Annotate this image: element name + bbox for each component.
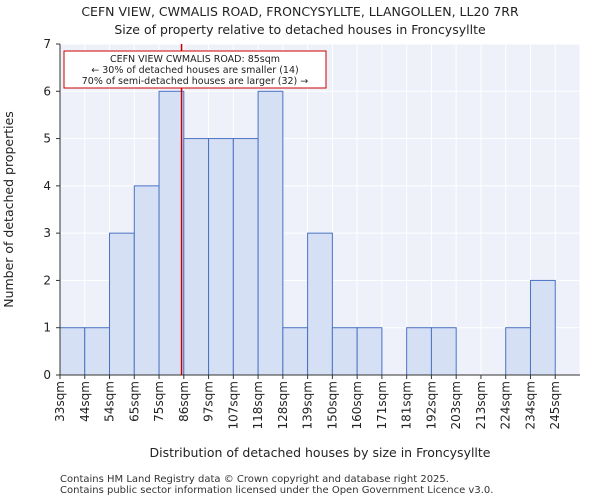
x-tick-label: 33sqm	[53, 381, 67, 422]
y-tick-label: 3	[43, 226, 51, 240]
bar	[109, 232, 135, 376]
x-tick-label: 75sqm	[152, 381, 166, 422]
x-tick-label: 44sqm	[78, 381, 92, 422]
x-tick-label: 181sqm	[400, 381, 414, 429]
x-tick-label: 171sqm	[375, 381, 389, 429]
footer-line-1: Contains HM Land Registry data © Crown c…	[60, 474, 449, 485]
x-tick-label: 139sqm	[301, 381, 315, 429]
x-tick-label: 203sqm	[449, 381, 463, 429]
bar	[84, 327, 111, 376]
x-tick-label: 54sqm	[103, 381, 117, 422]
y-tick-label: 0	[43, 368, 51, 382]
bar	[505, 327, 531, 376]
annotation-line-1: CEFN VIEW CWMALIS ROAD: 85sqm	[110, 54, 280, 65]
bar	[307, 232, 333, 376]
annotation-line-3: 70% of semi-detached houses are larger (…	[82, 76, 309, 87]
bar	[529, 279, 556, 376]
x-tick-label: 86sqm	[177, 381, 191, 422]
chart-subtitle: Size of property relative to detached ho…	[114, 22, 486, 37]
y-tick-label: 4	[43, 179, 51, 193]
x-tick-label: 160sqm	[350, 381, 364, 429]
bar	[282, 327, 309, 376]
bar	[331, 327, 358, 376]
bar	[406, 327, 432, 376]
annotation-line-2: ← 30% of detached houses are smaller (14…	[91, 65, 298, 76]
x-tick-label: 97sqm	[202, 381, 216, 422]
x-tick-label: 150sqm	[325, 381, 339, 429]
x-tick-label: 128sqm	[276, 381, 290, 429]
footer-line-2: Contains public sector information licen…	[60, 485, 494, 496]
x-tick-label: 192sqm	[424, 381, 438, 429]
annotation-box	[63, 50, 327, 89]
x-tick-label: 107sqm	[226, 381, 240, 429]
bar	[356, 327, 383, 376]
y-tick-label: 6	[43, 84, 51, 98]
y-tick-label: 2	[43, 273, 51, 287]
y-tick-label: 1	[43, 321, 51, 335]
bar	[232, 138, 259, 376]
bar	[430, 327, 457, 376]
y-tick-label: 7	[43, 37, 51, 51]
y-axis-title: Number of detached properties	[1, 111, 16, 308]
x-tick-label: 118sqm	[251, 381, 265, 429]
x-tick-label: 224sqm	[499, 381, 513, 429]
bar	[257, 90, 284, 376]
x-tick-label: 245sqm	[548, 381, 562, 429]
x-tick-label: 65sqm	[127, 381, 141, 422]
chart-title: CEFN VIEW, CWMALIS ROAD, FRONCYSYLLTE, L…	[81, 4, 519, 19]
x-tick-label: 213sqm	[474, 381, 488, 429]
x-axis-title: Distribution of detached houses by size …	[150, 445, 491, 460]
bar	[59, 327, 86, 376]
bar	[133, 185, 160, 376]
y-tick-label: 5	[43, 132, 51, 146]
x-tick-label: 234sqm	[523, 381, 537, 429]
bar	[158, 90, 185, 376]
bar	[208, 138, 234, 376]
bar	[183, 138, 210, 376]
